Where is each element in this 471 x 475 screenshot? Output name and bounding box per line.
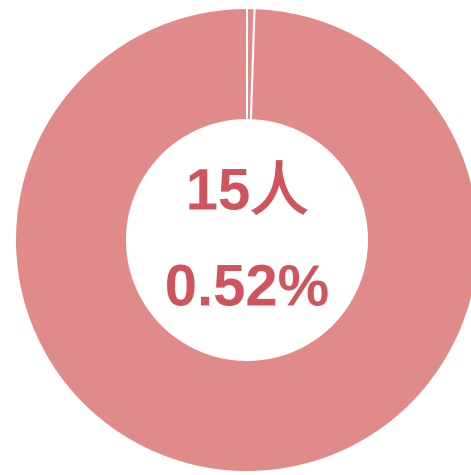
slice	[14, 6, 471, 473]
center-count: 15人	[186, 157, 309, 222]
slices	[14, 6, 471, 473]
center-percent: 0.52%	[165, 253, 329, 318]
